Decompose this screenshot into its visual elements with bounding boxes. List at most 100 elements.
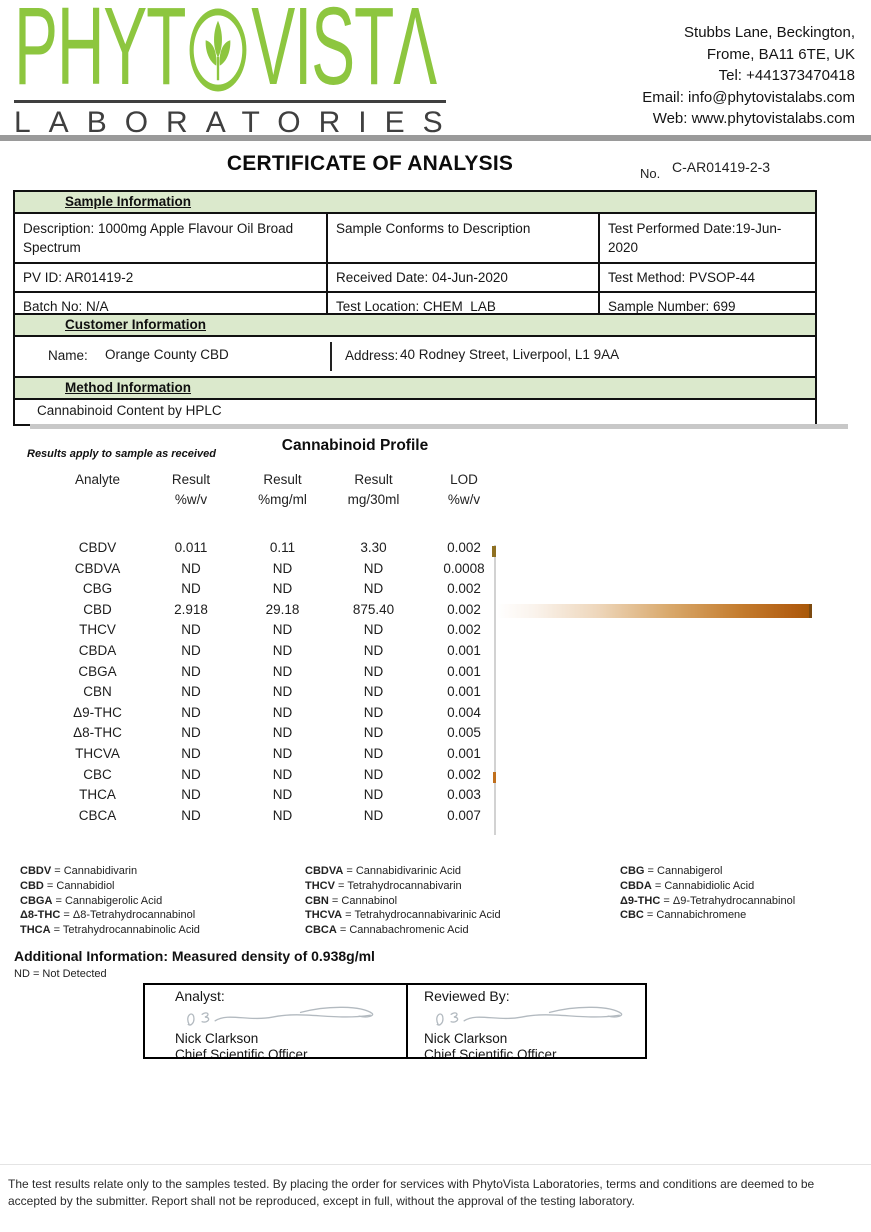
cell-analyte: THCA: [79, 787, 116, 803]
cell-result-mgml: ND: [272, 560, 293, 576]
sample-information-header: Sample Information: [15, 192, 815, 214]
cell-result-mg30: 875.40: [352, 601, 395, 617]
reviewer-title: Chief Scientific Officer: [424, 1047, 557, 1059]
col-header-analyte: Analyte: [74, 472, 121, 487]
sample-information-table: Sample Information Description: 1000mg A…: [13, 190, 817, 322]
cell-result-mgml: ND: [272, 787, 293, 803]
cell-analyte: CBDV: [78, 540, 117, 555]
results-title: Cannabinoid Profile: [281, 437, 429, 454]
cbdv-result-bar: [492, 546, 496, 557]
cell-result-mg30: ND: [363, 581, 384, 597]
cell-analyte: CBG: [82, 581, 113, 597]
customer-address-label: Address:: [345, 348, 399, 363]
cell-result-wv: ND: [181, 642, 201, 658]
cell-result-mgml: ND: [272, 766, 293, 782]
logo-wordmark: PHYT VIST Λ: [14, 0, 437, 102]
table-row: CBG ND ND ND 0.002: [50, 579, 509, 600]
col-header-result-mg30: Result mg/30ml: [347, 472, 400, 507]
customer-information-table: Customer Information Name: Orange County…: [13, 313, 817, 378]
analyst-title: Chief Scientific Officer: [175, 1047, 308, 1059]
cell-analyte: THCVA: [75, 745, 120, 761]
cell-result-wv: ND: [181, 745, 201, 761]
logo-subtitle: LABORATORIES: [14, 106, 461, 139]
certificate-title: CERTIFICATE OF ANALYSIS: [226, 152, 514, 175]
cell-result-mg30: ND: [363, 807, 384, 823]
cell-result-mgml: 29.18: [265, 601, 300, 617]
cell-lod: 0.002: [447, 581, 481, 597]
cell-analyte: CBC: [83, 766, 112, 782]
footer-disclaimer: The test results relate only to the samp…: [8, 1177, 815, 1208]
cell-lod: 0.005: [447, 725, 481, 741]
cell-lod: 0.002: [447, 601, 481, 617]
method-value: Cannabinoid Content by HPLC: [37, 403, 222, 418]
cell-pv-id: PV ID: AR01419-2: [15, 262, 326, 291]
col-header-result-wv: Result %w/v: [171, 472, 211, 507]
cbd-result-bar: [497, 604, 812, 618]
cell-analyte: CBCA: [78, 807, 117, 823]
method-information-header: Method Information: [15, 378, 815, 400]
customer-divider-line: [330, 342, 332, 371]
cell-analyte: THCV: [79, 622, 116, 638]
cell-result-wv: ND: [181, 560, 201, 576]
section-title: Customer Information: [65, 317, 207, 332]
cell-result-mg30: ND: [363, 704, 384, 720]
table-row: THCVA ND ND ND 0.001: [50, 744, 509, 765]
cell-result-wv: ND: [181, 663, 201, 679]
cell-lod: 0.001: [447, 684, 481, 700]
method-information-table: Method Information Cannabinoid Content b…: [13, 376, 817, 426]
cell-lod: 0.0008: [443, 560, 485, 576]
lab-contact-block: Stubbs Lane, Beckington, Frome, BA11 6TE,…: [642, 22, 855, 130]
cell-test-method: Test Method: PVSOP-44: [598, 262, 815, 291]
legend-item: CBDV = Cannabidivarin: [20, 865, 138, 877]
leaf-in-circle-icon: [189, 8, 247, 92]
cbc-result-tick: [493, 772, 496, 783]
cell-lod: 0.003: [447, 787, 481, 803]
legend-item: CBDVA = Cannabidivarinic Acid: [305, 865, 462, 877]
certificate-number: C-AR01419-2-3: [672, 159, 771, 175]
cell-test-location: Test Location: CHEM_LAB: [326, 291, 598, 320]
customer-address-value: 40 Rodney Street, Liverpool, L1 9AA: [400, 347, 620, 362]
cell-result-mg30: ND: [363, 787, 384, 803]
cell-test-performed-date: Test Performed Date:19-Jun-2020: [598, 214, 815, 262]
cell-result-wv: ND: [181, 725, 201, 741]
reviewer-signature-cell: Reviewed By: Nick Clarkson Chief Scienti…: [406, 985, 645, 1057]
legend-item: THCV = Tetrahydrocannabivarin: [305, 879, 462, 892]
cell-lod: 0.004: [447, 704, 481, 720]
section-title: Method Information: [65, 380, 191, 395]
contact-line: Stubbs Lane, Beckington,: [684, 24, 855, 41]
legend-item: CBG = Cannabigerol: [620, 865, 723, 877]
contact-line: Tel: +441373470418: [718, 67, 855, 84]
cell-conforms: Sample Conforms to Description: [326, 214, 598, 262]
legend-item: CBN = Cannabinol: [305, 894, 398, 907]
legend-item: CBC = Cannabichromene: [620, 909, 747, 922]
customer-row: Name: Orange County CBD Address: 40 Rodn…: [15, 337, 815, 376]
cannabinoid-profile-section: Results apply to sample as received Cann…: [0, 432, 871, 844]
cell-result-mgml: ND: [272, 663, 293, 679]
header-separator-bar: [0, 135, 871, 141]
cell-result-wv: 2.918: [174, 601, 208, 617]
cell-analyte: CBDVA: [74, 560, 121, 576]
contact-line: Email: info@phytovistalabs.com: [642, 88, 855, 106]
reviewed-by-label: Reviewed By:: [424, 988, 510, 1004]
table-row: CBD 2.918 29.18 875.40 0.002: [50, 600, 509, 621]
cell-result-mgml: ND: [272, 704, 293, 720]
customer-information-header: Customer Information: [15, 315, 815, 337]
cell-analyte: CBGA: [78, 663, 117, 679]
section-separator-bar: [30, 424, 848, 429]
legend-item: Δ9-THC = Δ9-Tetrahydrocannabinol: [620, 894, 796, 907]
section-title: Sample Information: [65, 194, 192, 209]
certificate-number-label: No.: [640, 166, 661, 181]
cell-result-mg30: ND: [363, 766, 384, 782]
legend-item: CBD = Cannabidiol: [20, 879, 115, 892]
cell-lod: 0.001: [447, 642, 481, 658]
cell-lod: 0.001: [447, 663, 481, 679]
table-row: THCA ND ND ND 0.003: [50, 785, 509, 806]
cell-result-mgml: ND: [272, 745, 293, 761]
cell-result-wv: ND: [181, 766, 201, 782]
cell-lod: 0.001: [447, 745, 481, 761]
legend-item: CBCA = Cannabachromenic Acid: [305, 924, 469, 937]
legend-item: CBGA = Cannabigerolic Acid: [20, 894, 163, 907]
reviewer-name: Nick Clarkson: [424, 1031, 508, 1046]
cell-analyte: CBD: [83, 601, 112, 617]
analyst-name: Nick Clarkson: [175, 1031, 259, 1046]
